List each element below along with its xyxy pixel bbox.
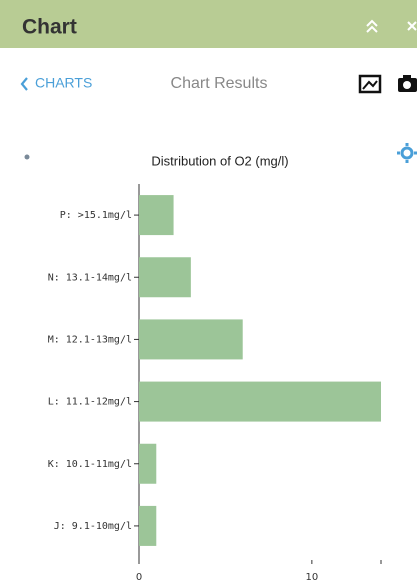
chart-title: Distribution of O2 (mg/l)	[151, 153, 288, 168]
collapse-button[interactable]	[366, 19, 378, 33]
close-button[interactable]	[407, 21, 417, 31]
y-tick-label: K: 10.1-11mg/l	[48, 459, 132, 470]
x-tick-label: 0	[136, 572, 142, 582]
back-link[interactable]: CHARTS	[20, 75, 92, 91]
y-tick-label: M: 12.1-13mg/l	[48, 334, 132, 345]
y-tick-label: N: 13.1-14mg/l	[48, 272, 132, 283]
bar	[139, 381, 381, 422]
y-tick-label: J: 9.1-10mg/l	[54, 521, 132, 532]
header-title: Chart	[22, 16, 77, 39]
bar	[139, 195, 174, 236]
x-tick-label: 10	[305, 572, 318, 582]
bar	[139, 443, 157, 484]
bar	[139, 257, 191, 298]
camera-button[interactable]	[398, 75, 417, 92]
nav-title: Chart Results	[171, 75, 268, 92]
status-dot	[24, 154, 30, 160]
back-chevron	[20, 77, 28, 91]
bar	[139, 319, 243, 360]
back-label: CHARTS	[35, 75, 92, 91]
image-button[interactable]	[358, 74, 382, 94]
settings-button[interactable]	[397, 143, 417, 163]
y-tick-label: P: >15.1mg/l	[60, 210, 132, 221]
y-tick-label: L: 11.1-12mg/l	[48, 397, 132, 408]
header-bar	[0, 0, 417, 48]
bar	[139, 505, 157, 546]
